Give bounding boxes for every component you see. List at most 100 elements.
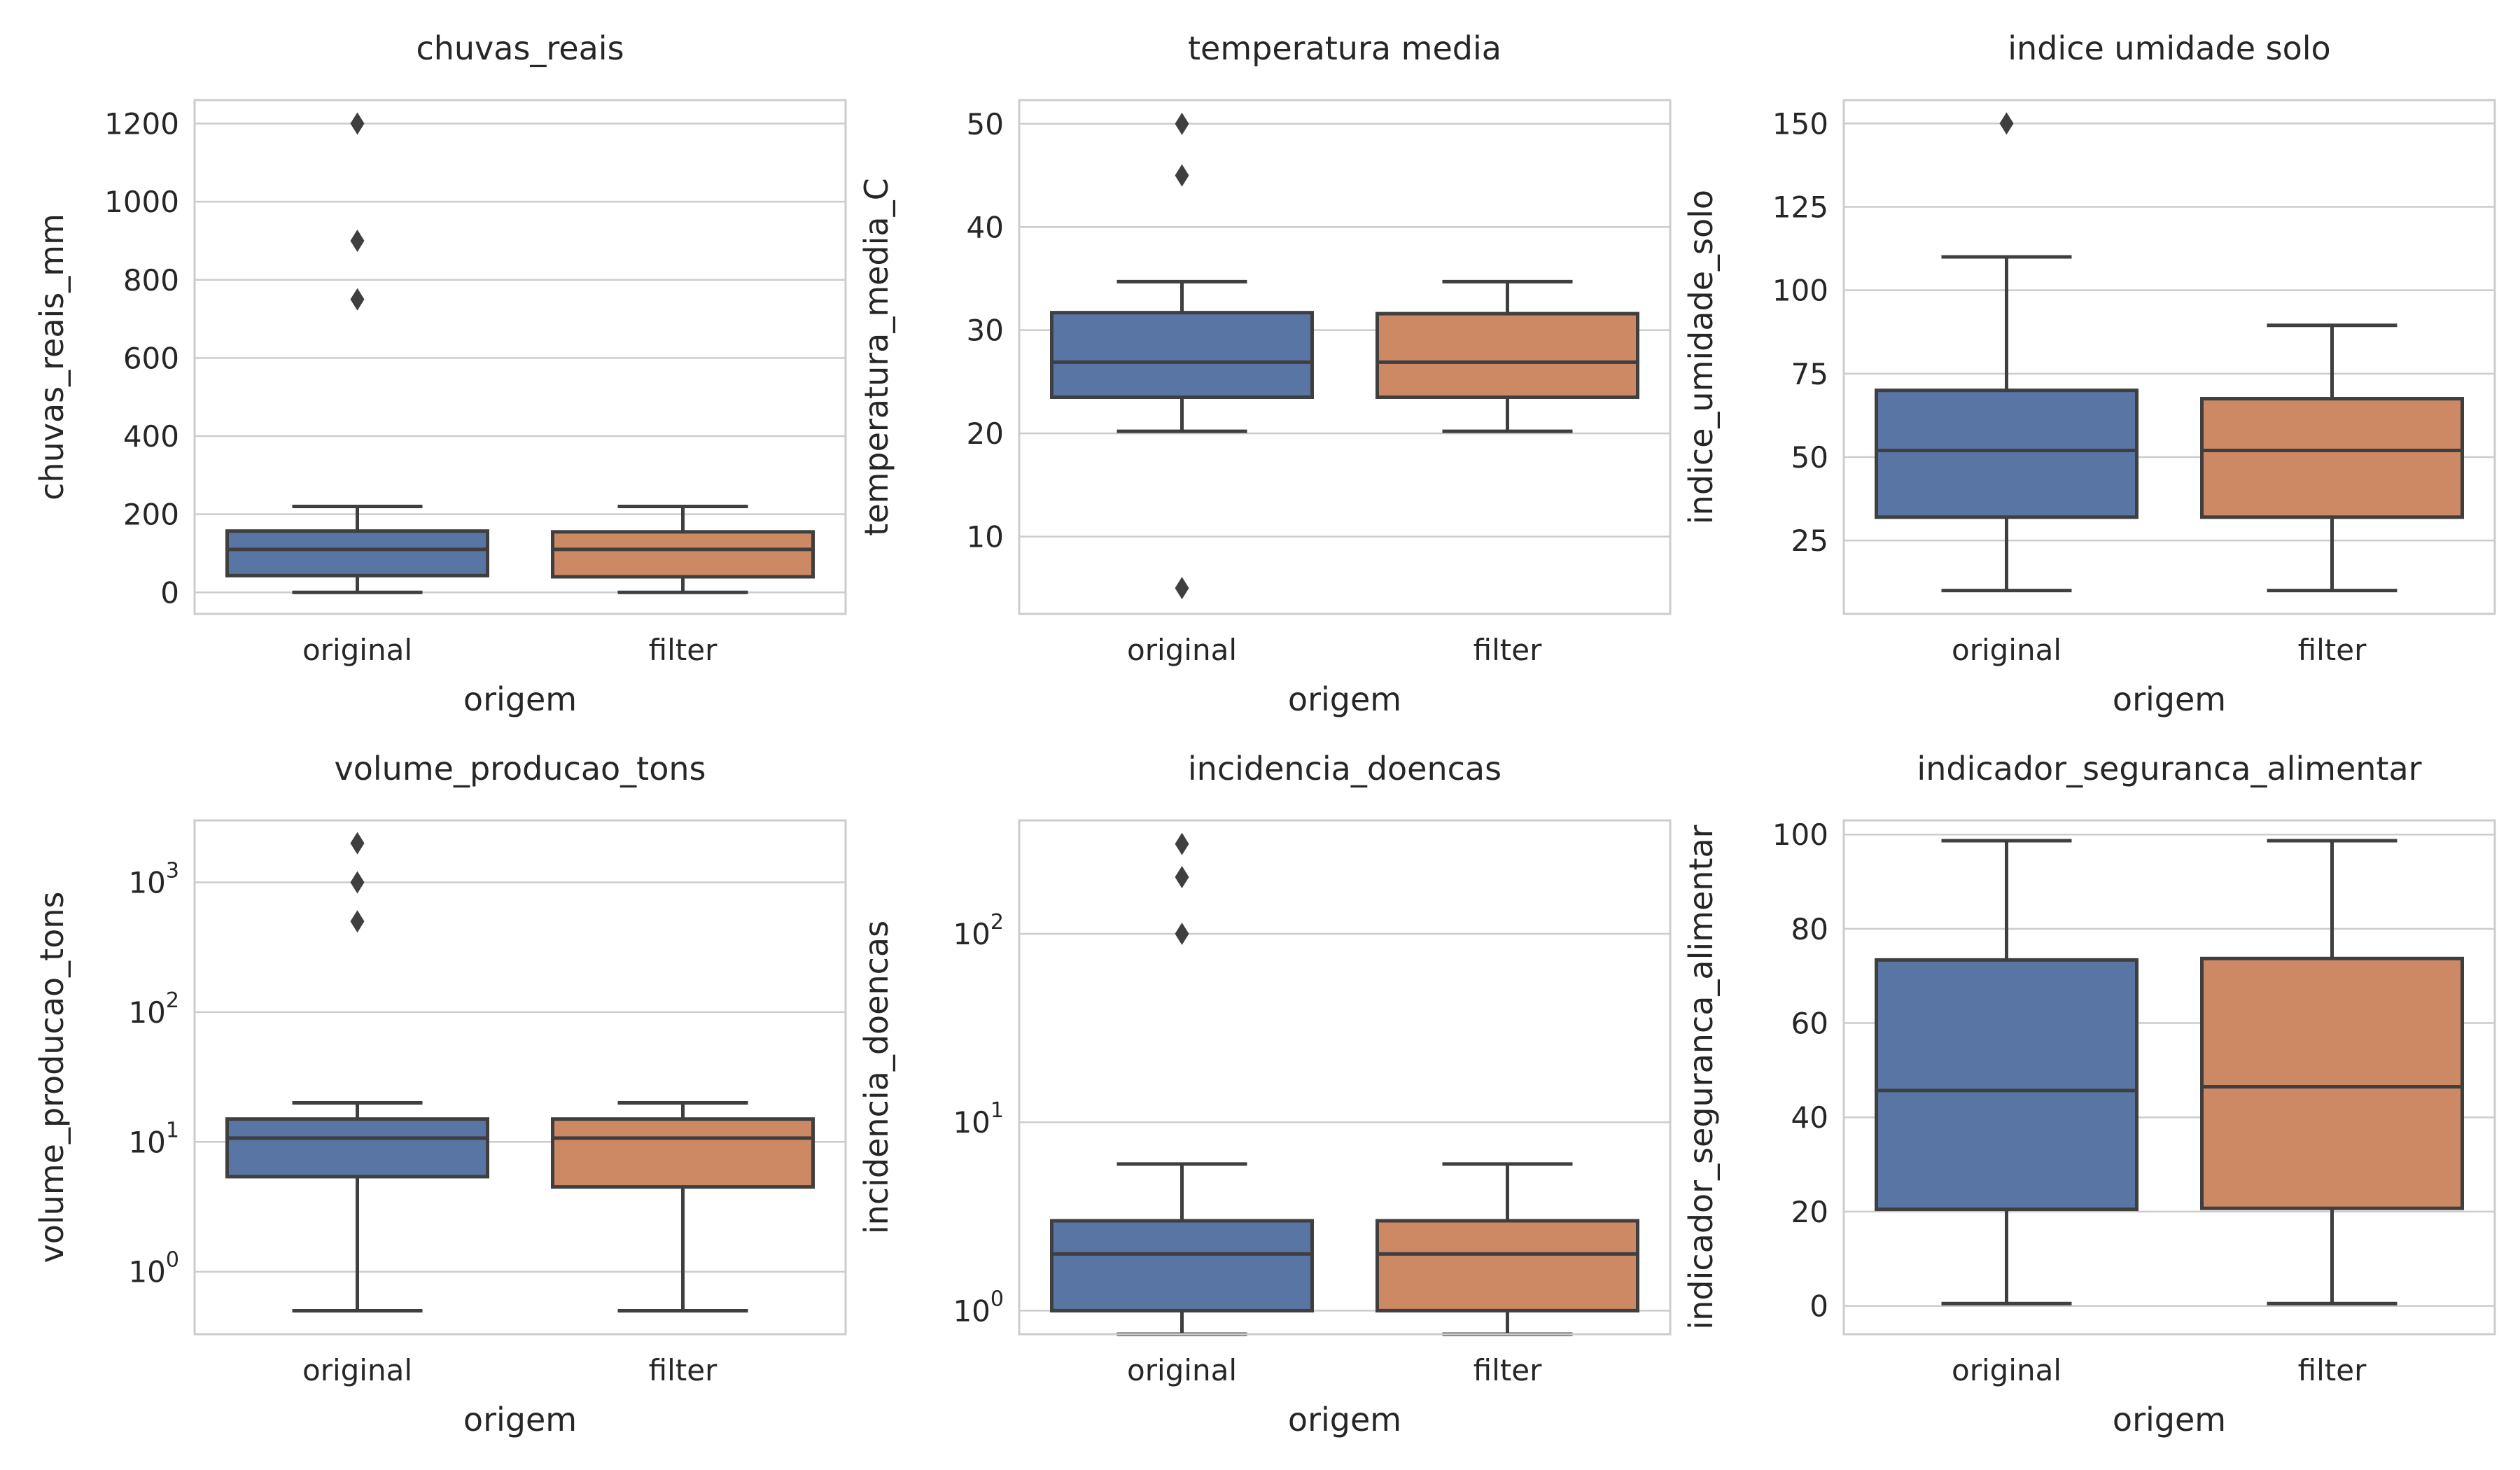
box-filter bbox=[2200, 323, 2464, 593]
y-tick-exponent: 2 bbox=[166, 988, 179, 1013]
axes-frame bbox=[193, 819, 847, 1336]
y-tick-label: 100 bbox=[1772, 274, 1828, 308]
outlier-point bbox=[1175, 866, 1189, 889]
x-tick-label: filter bbox=[649, 633, 718, 667]
y-tick-label: 25 bbox=[1791, 524, 1828, 558]
subplot-title: chuvas_reais bbox=[416, 29, 624, 67]
outlier-point bbox=[350, 229, 365, 252]
y-axis-label: incidencia_doencas bbox=[858, 920, 895, 1234]
axes-frame bbox=[1842, 99, 2496, 615]
y-tick-base: 10 bbox=[128, 1255, 165, 1289]
box-iqr bbox=[551, 530, 815, 579]
outlier-point bbox=[1175, 832, 1189, 855]
y-tick-label: 40 bbox=[1791, 1100, 1828, 1135]
y-tick-base: 10 bbox=[128, 1125, 165, 1159]
y-tick-label: 400 bbox=[123, 419, 179, 454]
outlier-point bbox=[1175, 577, 1189, 600]
box-iqr bbox=[1376, 312, 1639, 399]
box-iqr bbox=[225, 529, 489, 578]
outlier-point bbox=[350, 871, 365, 894]
y-tick-label: 101 bbox=[128, 1118, 179, 1159]
x-tick-label: original bbox=[1127, 633, 1237, 667]
subplot-1: 0 200 400 600 800 1000 1200 original filter chuva… bbox=[33, 29, 847, 718]
x-tick-label: filter bbox=[1474, 1353, 1542, 1387]
outlier-point bbox=[350, 288, 365, 311]
y-tick-label: 150 bbox=[1772, 106, 1828, 141]
subplot-2: 10 20 30 40 50 original filter temperatura medi… bbox=[858, 29, 1672, 718]
y-tick-label: 0 bbox=[160, 575, 179, 610]
x-axis-label: origem bbox=[1288, 680, 1401, 718]
y-tick-label: 20 bbox=[1791, 1195, 1828, 1229]
box-original bbox=[225, 832, 489, 1313]
y-tick-label: 100 bbox=[953, 1287, 1004, 1328]
y-tick-label: 10 bbox=[967, 519, 1004, 554]
y-tick-label: 30 bbox=[967, 314, 1004, 348]
x-tick-label: original bbox=[302, 633, 412, 667]
x-tick-label: filter bbox=[649, 1353, 718, 1387]
y-tick-base: 10 bbox=[953, 1294, 990, 1328]
subplot-title: temperatura media bbox=[1188, 29, 1502, 67]
x-axis-label: origem bbox=[2113, 1401, 2226, 1438]
y-tick-exponent: 1 bbox=[166, 1118, 179, 1142]
y-tick-label: 101 bbox=[953, 1098, 1004, 1140]
y-tick-label: 50 bbox=[1791, 440, 1828, 475]
box-iqr bbox=[2200, 956, 2464, 1210]
box-filter bbox=[551, 505, 815, 594]
box-original bbox=[1875, 839, 2138, 1306]
x-axis-label: origem bbox=[2113, 680, 2226, 718]
outlier-point bbox=[1175, 923, 1189, 946]
y-tick-label: 103 bbox=[128, 858, 179, 899]
outlier-point bbox=[350, 910, 365, 933]
y-tick-label: 100 bbox=[128, 1248, 179, 1289]
box-filter bbox=[1376, 1162, 1639, 1336]
y-tick-label: 102 bbox=[128, 988, 179, 1030]
box-iqr bbox=[1050, 311, 1314, 399]
y-tick-exponent: 3 bbox=[166, 858, 179, 883]
y-axis-label: chuvas_reais_mm bbox=[33, 214, 71, 500]
axes-frame bbox=[1842, 819, 2496, 1336]
y-tick-label: 75 bbox=[1791, 357, 1828, 391]
y-tick-label: 1000 bbox=[104, 185, 179, 219]
y-tick-base: 10 bbox=[953, 1105, 990, 1140]
y-tick-label: 102 bbox=[953, 910, 1004, 951]
y-tick-label: 200 bbox=[123, 498, 179, 532]
y-tick-label: 50 bbox=[967, 107, 1004, 141]
y-tick-base: 10 bbox=[128, 865, 165, 899]
y-axis-label: indicador_seguranca_alimentar bbox=[1682, 825, 1720, 1329]
axes-frame bbox=[1018, 819, 1672, 1336]
axes-frame bbox=[1018, 99, 1672, 615]
y-tick-label: 40 bbox=[967, 210, 1004, 244]
y-tick-base: 10 bbox=[953, 917, 990, 951]
y-tick-exponent: 0 bbox=[166, 1248, 179, 1273]
y-tick-label: 100 bbox=[1772, 818, 1828, 852]
outlier-point bbox=[350, 112, 365, 135]
y-axis-label: volume_producao_tons bbox=[33, 892, 71, 1264]
y-tick-label: 600 bbox=[123, 341, 179, 375]
x-tick-label: filter bbox=[2298, 633, 2367, 667]
y-tick-label: 60 bbox=[1791, 1007, 1828, 1041]
y-axis-label: temperatura_media_C bbox=[858, 178, 895, 536]
box-filter bbox=[2200, 839, 2464, 1306]
y-axis-label: indice_umidade_solo bbox=[1682, 190, 1720, 524]
box-original bbox=[1050, 832, 1314, 1336]
subplot-title: volume_producao_tons bbox=[335, 750, 706, 788]
x-tick-label: original bbox=[1952, 1353, 2062, 1387]
y-tick-label: 20 bbox=[967, 416, 1004, 451]
x-tick-label: filter bbox=[2298, 1353, 2367, 1387]
x-axis-label: origem bbox=[463, 680, 577, 718]
x-tick-label: original bbox=[1127, 1353, 1237, 1387]
outlier-point bbox=[1175, 164, 1189, 187]
subplot-title: incidencia_doencas bbox=[1188, 750, 1502, 788]
box-filter bbox=[1376, 279, 1639, 433]
axes-frame bbox=[193, 99, 847, 615]
box-original bbox=[225, 112, 489, 594]
box-iqr bbox=[1875, 958, 2138, 1212]
x-tick-label: original bbox=[1952, 633, 2062, 667]
y-tick-exponent: 2 bbox=[990, 910, 1004, 934]
box-original bbox=[1875, 112, 2138, 593]
box-filter bbox=[551, 1100, 815, 1313]
y-tick-label: 800 bbox=[123, 263, 179, 298]
x-tick-label: original bbox=[302, 1353, 412, 1387]
y-tick-label: 0 bbox=[1809, 1289, 1828, 1324]
box-original bbox=[1050, 112, 1314, 600]
